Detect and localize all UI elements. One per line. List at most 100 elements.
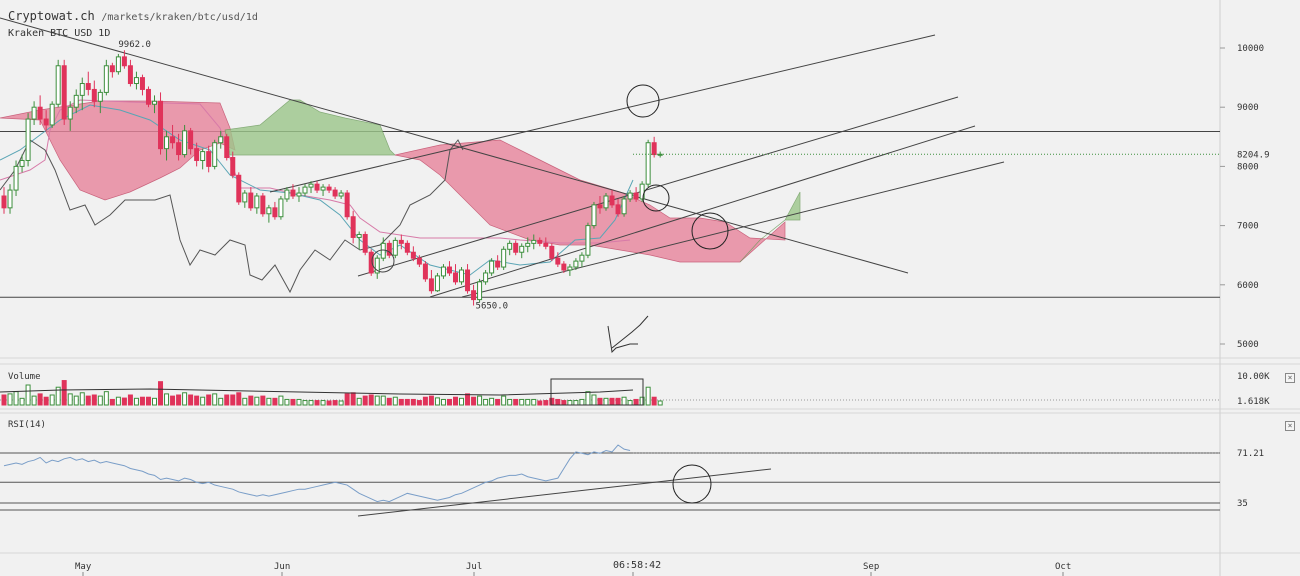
volume-bar: [43, 396, 49, 406]
candle-body: [290, 189, 296, 197]
volume-pane-label: Volume: [8, 372, 41, 382]
x-tick-label: Oct: [1055, 562, 1071, 572]
candle-body: [392, 239, 398, 256]
candle-body: [651, 142, 657, 156]
volume-bar: [555, 398, 561, 406]
y-tick-label: 9000: [1237, 103, 1259, 113]
volume-bar: [73, 395, 79, 406]
candle-body: [73, 94, 79, 108]
y-tick-label: 7000: [1237, 222, 1259, 232]
candle-body: [585, 225, 591, 256]
candle-body: [428, 278, 434, 292]
close-volume-pane-icon[interactable]: ×: [1285, 373, 1295, 383]
candle-body: [158, 100, 164, 150]
candle-body: [386, 242, 392, 256]
analysis-circle: [642, 184, 670, 212]
candle-body: [645, 142, 651, 185]
rsi-tick-label: 35: [1237, 499, 1248, 509]
y-tick-label: 8000: [1237, 162, 1259, 172]
rsi-analysis-circle: [672, 464, 712, 504]
candle-body: [603, 195, 609, 209]
candle-body: [639, 183, 645, 200]
volume-bar: [31, 395, 37, 406]
candle-body: [495, 260, 501, 268]
volume-bar: [25, 384, 31, 406]
volume-bar: [633, 398, 639, 406]
volume-bar: [182, 392, 188, 406]
rsi-trend-line: [357, 468, 772, 517]
volume-bar: [507, 398, 513, 406]
volume-bar: [133, 397, 139, 406]
candle-body: [555, 257, 561, 265]
y-tick-label: 6000: [1237, 281, 1259, 291]
volume-bar: [639, 396, 645, 406]
trend-line: [357, 96, 959, 277]
volume-bar: [55, 386, 61, 406]
candle-body: [633, 192, 639, 200]
candle-body: [260, 195, 266, 215]
candle-body: [380, 242, 386, 259]
volume-bar: [585, 391, 591, 406]
candle-body: [1, 195, 7, 209]
candle-body: [278, 198, 284, 218]
volume-highlight-box: [550, 378, 644, 406]
volume-bar: [440, 398, 446, 406]
close-rsi-pane-icon[interactable]: ×: [1285, 421, 1295, 431]
market-path[interactable]: /markets/kraken/btc/usd/1d: [101, 12, 258, 23]
volume-bar: [465, 393, 471, 406]
candle-body: [537, 239, 543, 244]
volume-bar: [109, 398, 115, 406]
volume-bar: [380, 395, 386, 406]
last-price-label: 8204.9: [1237, 150, 1270, 160]
volume-bar: [19, 397, 25, 406]
trend-line: [0, 17, 909, 274]
volume-bar: [513, 398, 519, 406]
volume-bar: [260, 395, 266, 406]
analysis-circle: [691, 212, 729, 250]
y-tick-label: 5000: [1237, 340, 1259, 350]
volume-bar: [164, 393, 170, 406]
candle-body: [302, 186, 308, 194]
volume-bar: [579, 398, 585, 406]
candle-body: [115, 56, 121, 73]
candle-body: [61, 65, 67, 120]
volume-bar: [531, 398, 537, 406]
candle-body: [49, 103, 55, 126]
candle-body: [79, 83, 85, 96]
candle-body: [67, 106, 73, 120]
volume-bar: [567, 400, 573, 406]
candle-body: [627, 192, 633, 200]
site-title[interactable]: Cryptowat.ch: [8, 9, 95, 23]
candle-body: [109, 65, 115, 73]
volume-bar: [278, 395, 284, 406]
analysis-circle: [626, 84, 660, 118]
volume-bar: [158, 381, 164, 406]
volume-bar: [392, 396, 398, 406]
candle-body: [477, 281, 483, 301]
volume-bar: [97, 395, 103, 406]
volume-bar: [139, 396, 145, 406]
candle-body: [55, 65, 61, 105]
volume-bar: [549, 397, 555, 406]
volume-bar: [615, 397, 621, 406]
trend-line: [461, 161, 1005, 298]
volume-bar: [525, 398, 531, 406]
volume-bar: [61, 380, 67, 406]
x-tick-label: Sep: [863, 562, 879, 572]
candle-body: [284, 189, 290, 200]
candle-body: [212, 142, 218, 167]
candle-body: [597, 204, 603, 209]
drawing-sketch: [611, 315, 649, 349]
candle-body: [188, 130, 194, 150]
cloud-bearish: [0, 100, 236, 201]
candle-body: [519, 245, 525, 253]
volume-bar: [127, 394, 133, 406]
volume-bar: [368, 394, 374, 406]
volume-bar: [422, 396, 428, 406]
volume-bar: [603, 397, 609, 406]
candle-body: [543, 242, 549, 247]
candle-body: [404, 242, 410, 253]
candle-body: [374, 257, 380, 274]
